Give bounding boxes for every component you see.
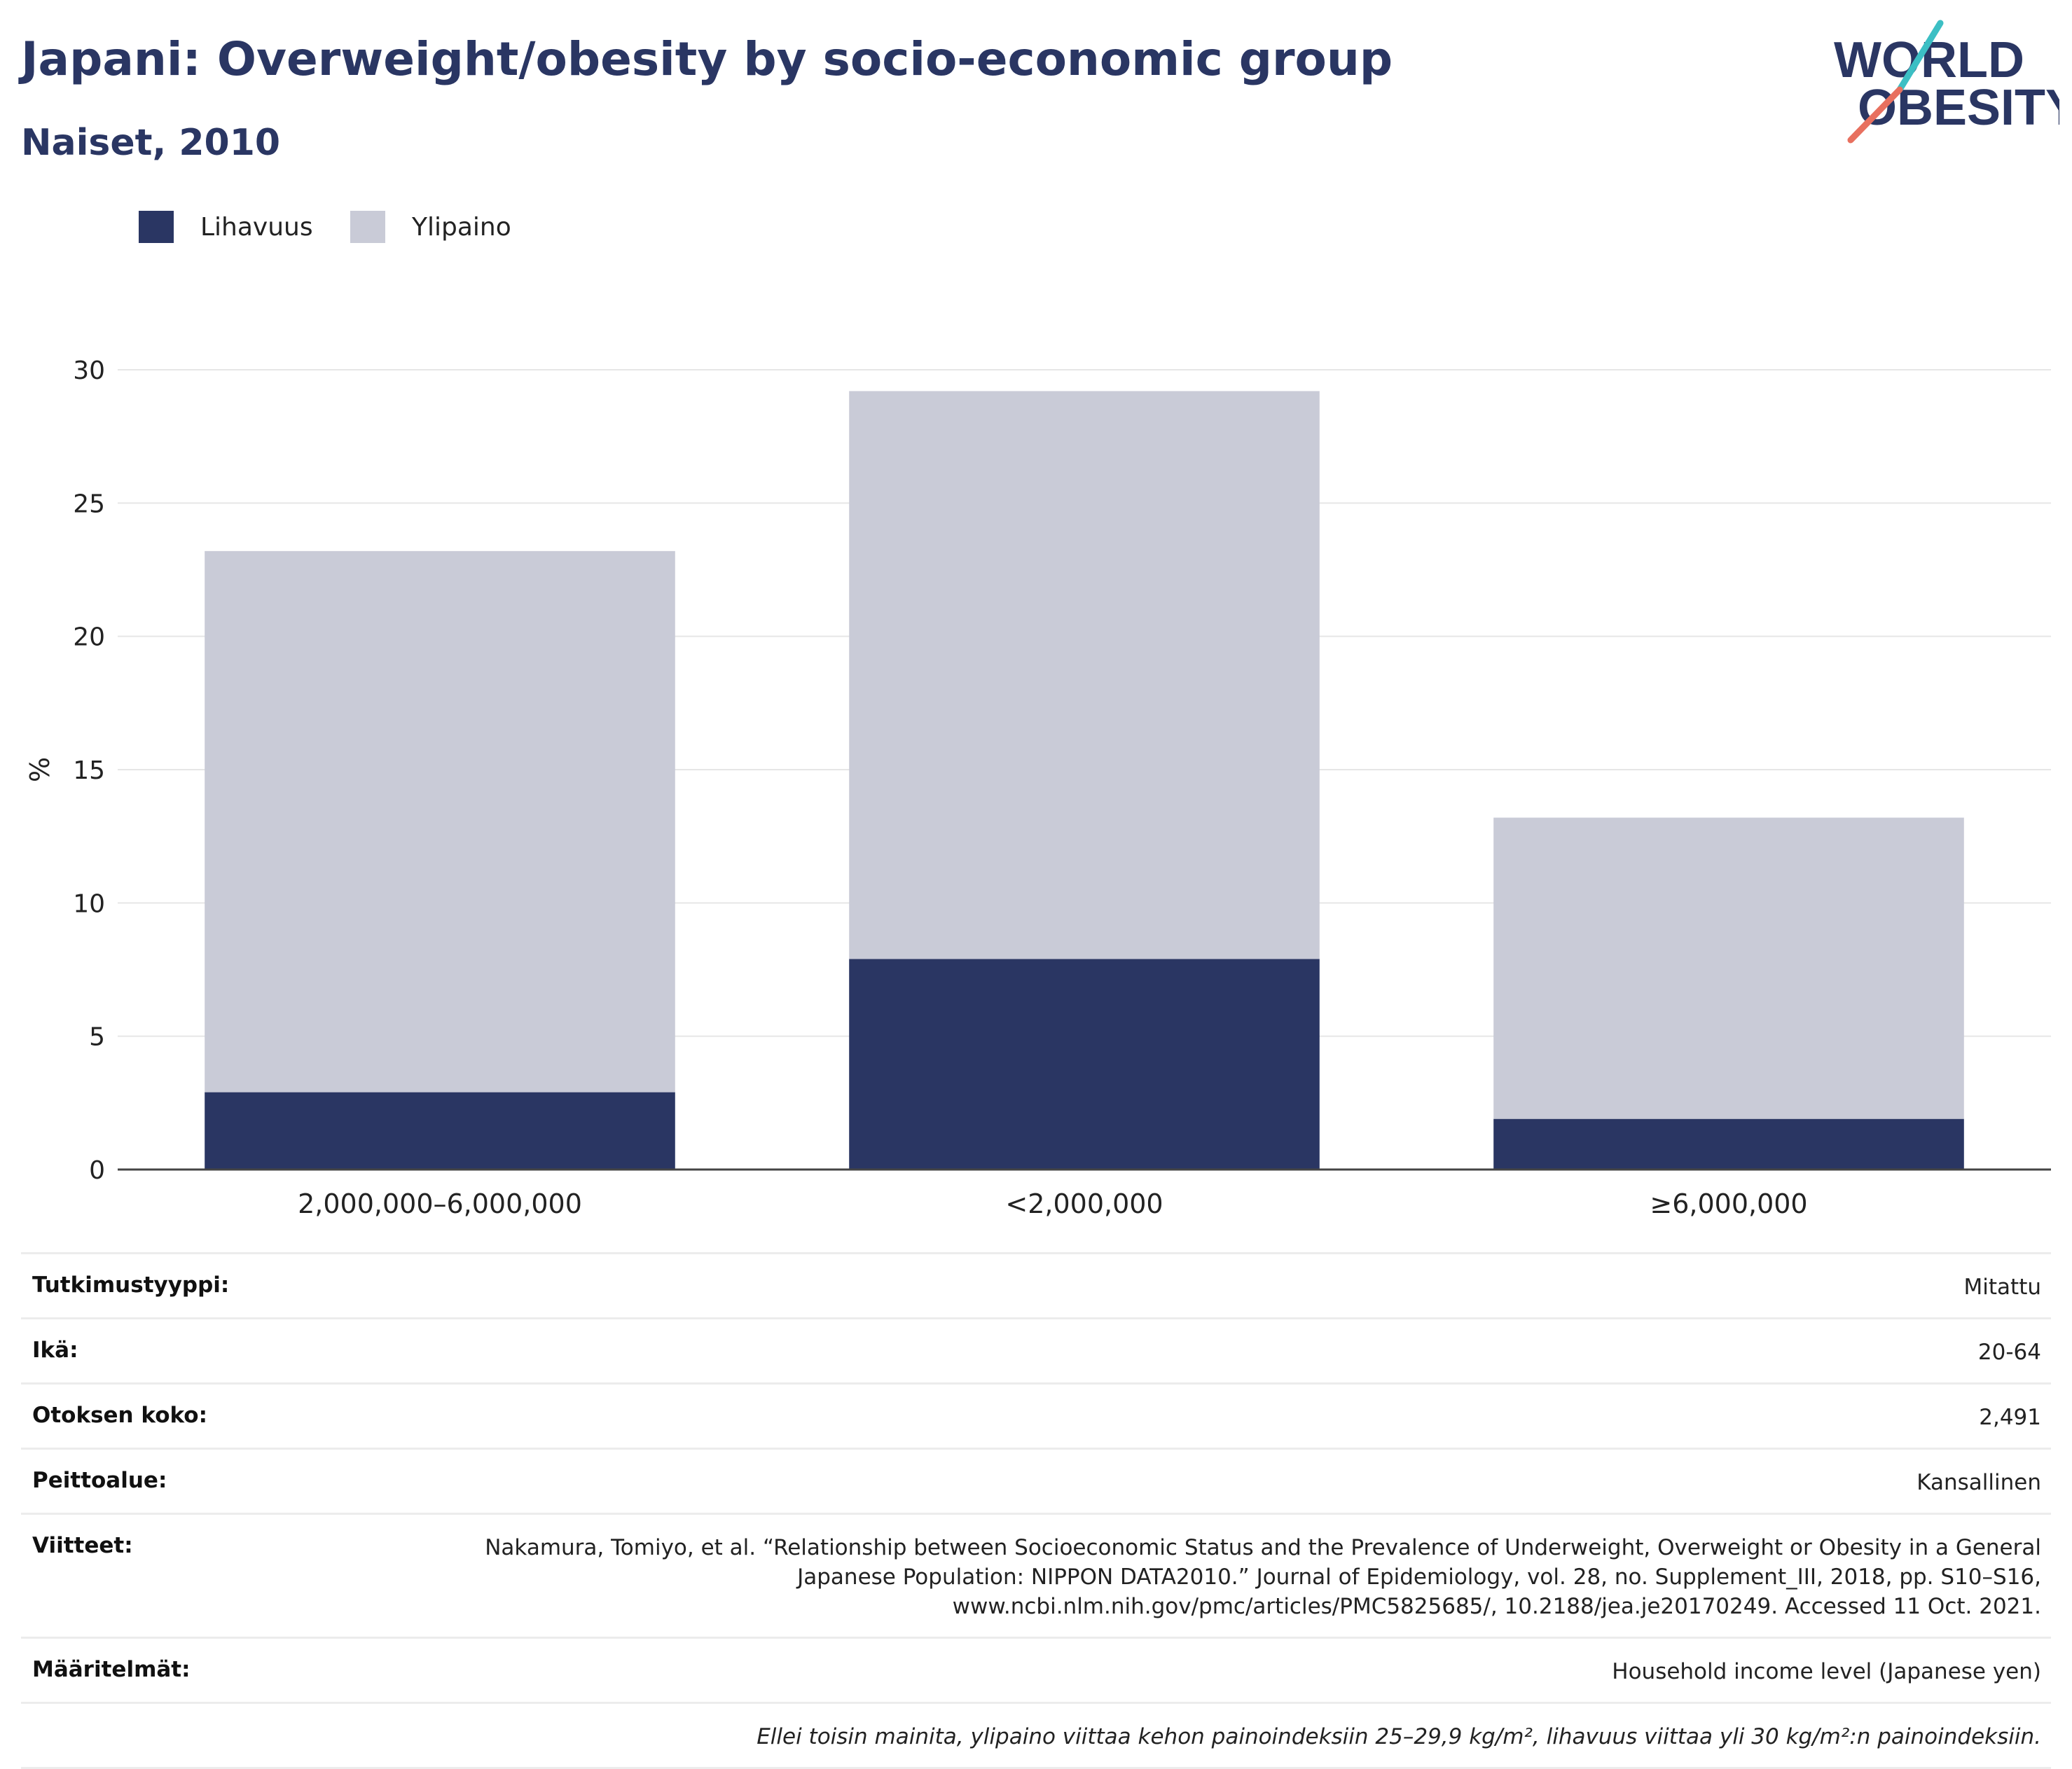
bar-chart: 0 5 10 15 20 25 30% 2,000,000–6,000,000 <2,000,0… xyxy=(25,356,2051,1219)
x-tick-label: 2,000,000–6,000,000 xyxy=(298,1188,582,1219)
legend-swatch-lihavuus xyxy=(139,211,174,243)
logo-slash-coral xyxy=(1847,86,1903,144)
meta-row-sample-size: Otoksen koko: 2,491 xyxy=(21,1382,2051,1448)
legend-swatch-ylipaino xyxy=(350,211,385,243)
legend-label-ylipaino: Ylipaino xyxy=(412,212,511,242)
y-tick-label: 5 xyxy=(89,1023,105,1052)
y-tick-label: 30 xyxy=(73,356,105,385)
bar-ylipaino xyxy=(1493,817,1964,1119)
logo-slash-teal xyxy=(1896,20,1944,93)
bar-lihavuus xyxy=(1493,1118,1964,1170)
meta-value: Household income level (Japanese yen) xyxy=(1612,1659,2041,1684)
logo-text-obesity: OBESITY xyxy=(1858,80,2059,136)
meta-note: Ellei toisin mainita, ylipaino viittaa k… xyxy=(757,1724,2041,1749)
meta-key: Otoksen koko: xyxy=(32,1403,207,1428)
chart-subtitle: Naiset, 2010 xyxy=(21,122,281,164)
bar-lihavuus xyxy=(849,959,1320,1170)
y-tick-label: 15 xyxy=(73,756,105,785)
legend-label-lihavuus: Lihavuus xyxy=(200,212,313,242)
meta-value: Kansallinen xyxy=(1916,1470,2041,1495)
y-tick-label: 10 xyxy=(73,889,105,918)
meta-key: Viitteet: xyxy=(32,1533,133,1558)
legend-item-lihavuus: Lihavuus xyxy=(139,207,313,247)
meta-row-references: Viitteet: Nakamura, Tomiyo, et al. “Rela… xyxy=(21,1513,2051,1637)
meta-key: Tutkimustyyppi: xyxy=(32,1272,230,1298)
world-obesity-logo: WORLD OBESITY xyxy=(1834,20,2059,144)
meta-key: Peittoalue: xyxy=(32,1468,167,1493)
meta-value: Nakamura, Tomiyo, et al. “Relationship b… xyxy=(485,1535,2041,1619)
bar-lihavuus xyxy=(205,1092,675,1170)
meta-key: Määritelmät: xyxy=(32,1657,191,1682)
legend-item-ylipaino: Ylipaino xyxy=(350,207,511,247)
meta-row-age: Ikä: 20-64 xyxy=(21,1317,2051,1382)
bar-ylipaino xyxy=(849,391,1320,959)
meta-key: Ikä: xyxy=(32,1338,78,1363)
x-tick-label: ≥6,000,000 xyxy=(1650,1188,1807,1219)
meta-value: 20-64 xyxy=(1977,1340,2041,1365)
x-tick-label: <2,000,000 xyxy=(1005,1188,1163,1219)
meta-row-definitions: Määritelmät: Household income level (Jap… xyxy=(21,1637,2051,1702)
bar-ylipaino xyxy=(205,550,675,1092)
meta-value: 2,491 xyxy=(1979,1405,2041,1430)
y-axis-label: % xyxy=(25,757,55,782)
meta-value: Mitattu xyxy=(1963,1275,2041,1300)
meta-row-study-type: Tutkimustyyppi: Mitattu xyxy=(21,1252,2051,1317)
y-tick-label: 0 xyxy=(89,1156,105,1185)
y-tick-label: 20 xyxy=(73,623,105,652)
meta-row-note: Ellei toisin mainita, ylipaino viittaa k… xyxy=(21,1702,2051,1769)
metadata-table: Tutkimustyyppi: Mitattu Ikä: 20-64 Otoks… xyxy=(21,1252,2051,1769)
meta-row-coverage: Peittoalue: Kansallinen xyxy=(21,1448,2051,1513)
y-tick-label: 25 xyxy=(73,490,105,518)
chart-title: Japani: Overweight/obesity by socio-econ… xyxy=(21,32,1393,86)
